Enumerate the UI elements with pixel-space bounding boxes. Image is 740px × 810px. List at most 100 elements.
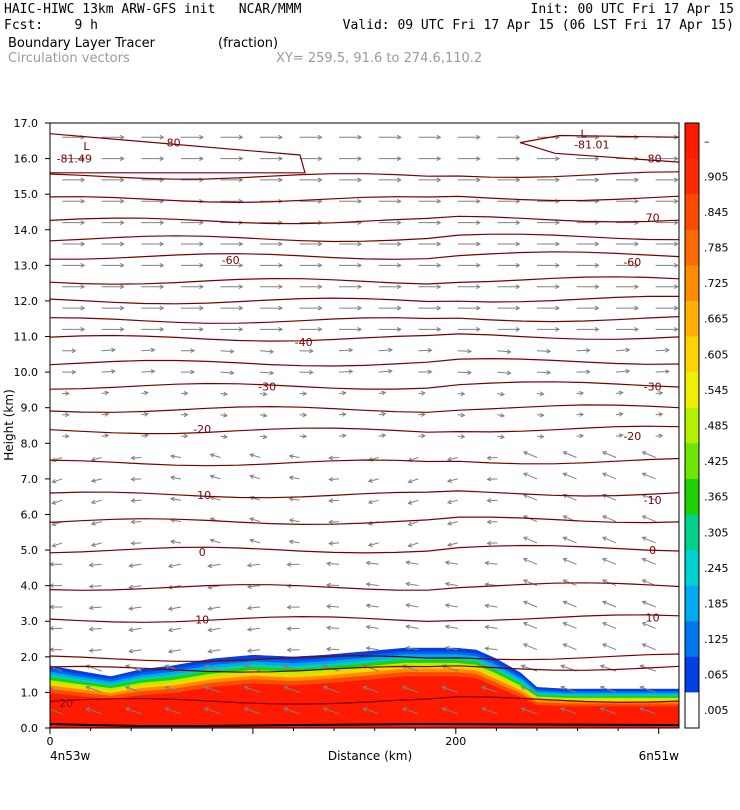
- model-title: HAIC-HIWC 13km ARW-GFS init NCAR/MMM: [4, 2, 301, 17]
- isotherm-line: [50, 583, 679, 591]
- contour-label: -20: [623, 430, 641, 443]
- contour-label: 10: [646, 612, 660, 625]
- y-axis-title: Height (km): [2, 389, 16, 460]
- vector-arrow: [418, 350, 431, 351]
- colorbar-label: .905: [704, 170, 729, 183]
- isotherm-line: [50, 491, 679, 498]
- contour-label: -10: [644, 494, 662, 507]
- y-tick-label: 14.0: [14, 224, 39, 237]
- contour-label: -81.49: [57, 153, 92, 166]
- isotherm-line: [50, 234, 679, 241]
- colorbar-swatch: [685, 159, 699, 195]
- vector-arrow: [537, 351, 550, 352]
- isotherm-line: [50, 615, 679, 622]
- y-axis: 0.01.02.03.04.05.06.07.08.09.010.011.012…: [14, 117, 51, 735]
- vector-label: Circulation vectors: [8, 51, 130, 66]
- colorbar-label: .605: [704, 348, 729, 361]
- colorbar-label: .365: [704, 491, 729, 504]
- contour-label: -81.01: [574, 138, 609, 151]
- isotherm-line: [50, 426, 679, 433]
- y-tick-label: 13.0: [14, 259, 39, 272]
- colorbar: –.905.845.785.725.665.605.545.485.425.36…: [685, 123, 729, 729]
- plot-frame: [50, 123, 679, 728]
- colorbar-swatch: [685, 586, 699, 622]
- y-tick-label: 15.0: [14, 188, 39, 201]
- vector-arrow: [458, 372, 471, 373]
- y-tick-label: 1.0: [21, 686, 39, 699]
- y-tick-label: 6.0: [21, 508, 39, 521]
- colorbar-swatch: [685, 550, 699, 586]
- colorbar-label: .005: [704, 704, 729, 717]
- colorbar-label: .785: [704, 242, 729, 255]
- colorbar-label: .125: [704, 633, 729, 646]
- y-tick-label: 4.0: [21, 580, 39, 593]
- contour-label: L: [83, 140, 90, 153]
- isotherm-line: [50, 317, 679, 324]
- colorbar-label: .305: [704, 526, 729, 539]
- x-end-location: 6n51w: [639, 749, 680, 763]
- colorbar-label: .245: [704, 562, 729, 575]
- contour-label: -40: [295, 336, 313, 349]
- x-axis-title: Distance (km): [328, 749, 412, 763]
- y-tick-label: 2.0: [21, 651, 39, 664]
- y-tick-label: 0.0: [21, 722, 39, 735]
- colorbar-swatch: [685, 515, 699, 551]
- isotherm-line: [50, 459, 679, 466]
- y-tick-label: 12.0: [14, 295, 39, 308]
- colorbar-label: .425: [704, 455, 729, 468]
- colorbar-swatch: [685, 194, 699, 230]
- isotherm-line: [50, 382, 679, 389]
- contour-label: -80: [644, 153, 662, 166]
- contour-label: 0: [199, 546, 206, 559]
- isotherm-line: [50, 517, 679, 524]
- colorbar-swatch: [685, 372, 699, 408]
- vector-arrow: [339, 371, 352, 372]
- forecast-hour: Fcst: 9 h: [4, 18, 98, 33]
- init-time: Init: 00 UTC Fri 17 Apr 15: [531, 2, 735, 17]
- field-name: Boundary Layer Tracer: [8, 36, 155, 51]
- colorbar-swatch: [685, 123, 699, 159]
- vector-arrow: [656, 350, 669, 351]
- contour-label: 10: [195, 614, 209, 627]
- colorbar-swatch: [685, 301, 699, 337]
- isotherm-line: [50, 334, 679, 341]
- cross-section-chart: -80-81.49LL-81.01-8070-60-60-40-30-30-20…: [0, 70, 740, 810]
- colorbar-swatch: [685, 408, 699, 444]
- vector-arrow: [458, 351, 471, 352]
- contour-label: -30: [258, 380, 276, 393]
- y-tick-label: 8.0: [21, 437, 39, 450]
- y-tick-label: 7.0: [21, 473, 39, 486]
- y-tick-label: 16.0: [14, 153, 39, 166]
- y-tick-label: 11.0: [14, 331, 39, 344]
- contour-label: -60: [623, 256, 641, 269]
- colorbar-label: .665: [704, 313, 729, 326]
- y-tick-label: 10.0: [14, 366, 39, 379]
- colorbar-swatch: [685, 337, 699, 373]
- contour-label: 20: [59, 697, 73, 710]
- colorbar-label: .545: [704, 384, 729, 397]
- isotherm-line: [50, 405, 679, 412]
- contour-label: -10: [193, 489, 211, 502]
- colorbar-swatch: [685, 265, 699, 301]
- cross-section-coords: XY= 259.5, 91.6 to 274.6,110.2: [276, 51, 482, 66]
- isotherm-contours: [50, 134, 679, 704]
- colorbar-swatch: [685, 657, 699, 693]
- colorbar-label: –: [704, 135, 710, 148]
- vector-arrow: [537, 372, 550, 373]
- colorbar-label: .845: [704, 206, 729, 219]
- isotherm-line: [50, 277, 679, 284]
- contour-label: -30: [644, 380, 662, 393]
- isotherm-line: [50, 296, 679, 303]
- y-tick-label: 9.0: [21, 402, 39, 415]
- isotherm-line: [50, 359, 679, 366]
- valid-time: Valid: 09 UTC Fri 17 Apr 15 (06 LST Fri …: [343, 18, 734, 33]
- x-tick-label: 0: [47, 735, 54, 748]
- isotherm-line: [50, 252, 679, 259]
- contour-label: 0: [649, 544, 656, 557]
- x-tick-label: 200: [445, 735, 466, 748]
- y-tick-label: 5.0: [21, 544, 39, 557]
- vector-arrow: [656, 371, 669, 372]
- circulation-vectors: [47, 135, 678, 714]
- colorbar-swatch: [685, 443, 699, 479]
- contour-label: 70: [646, 211, 660, 224]
